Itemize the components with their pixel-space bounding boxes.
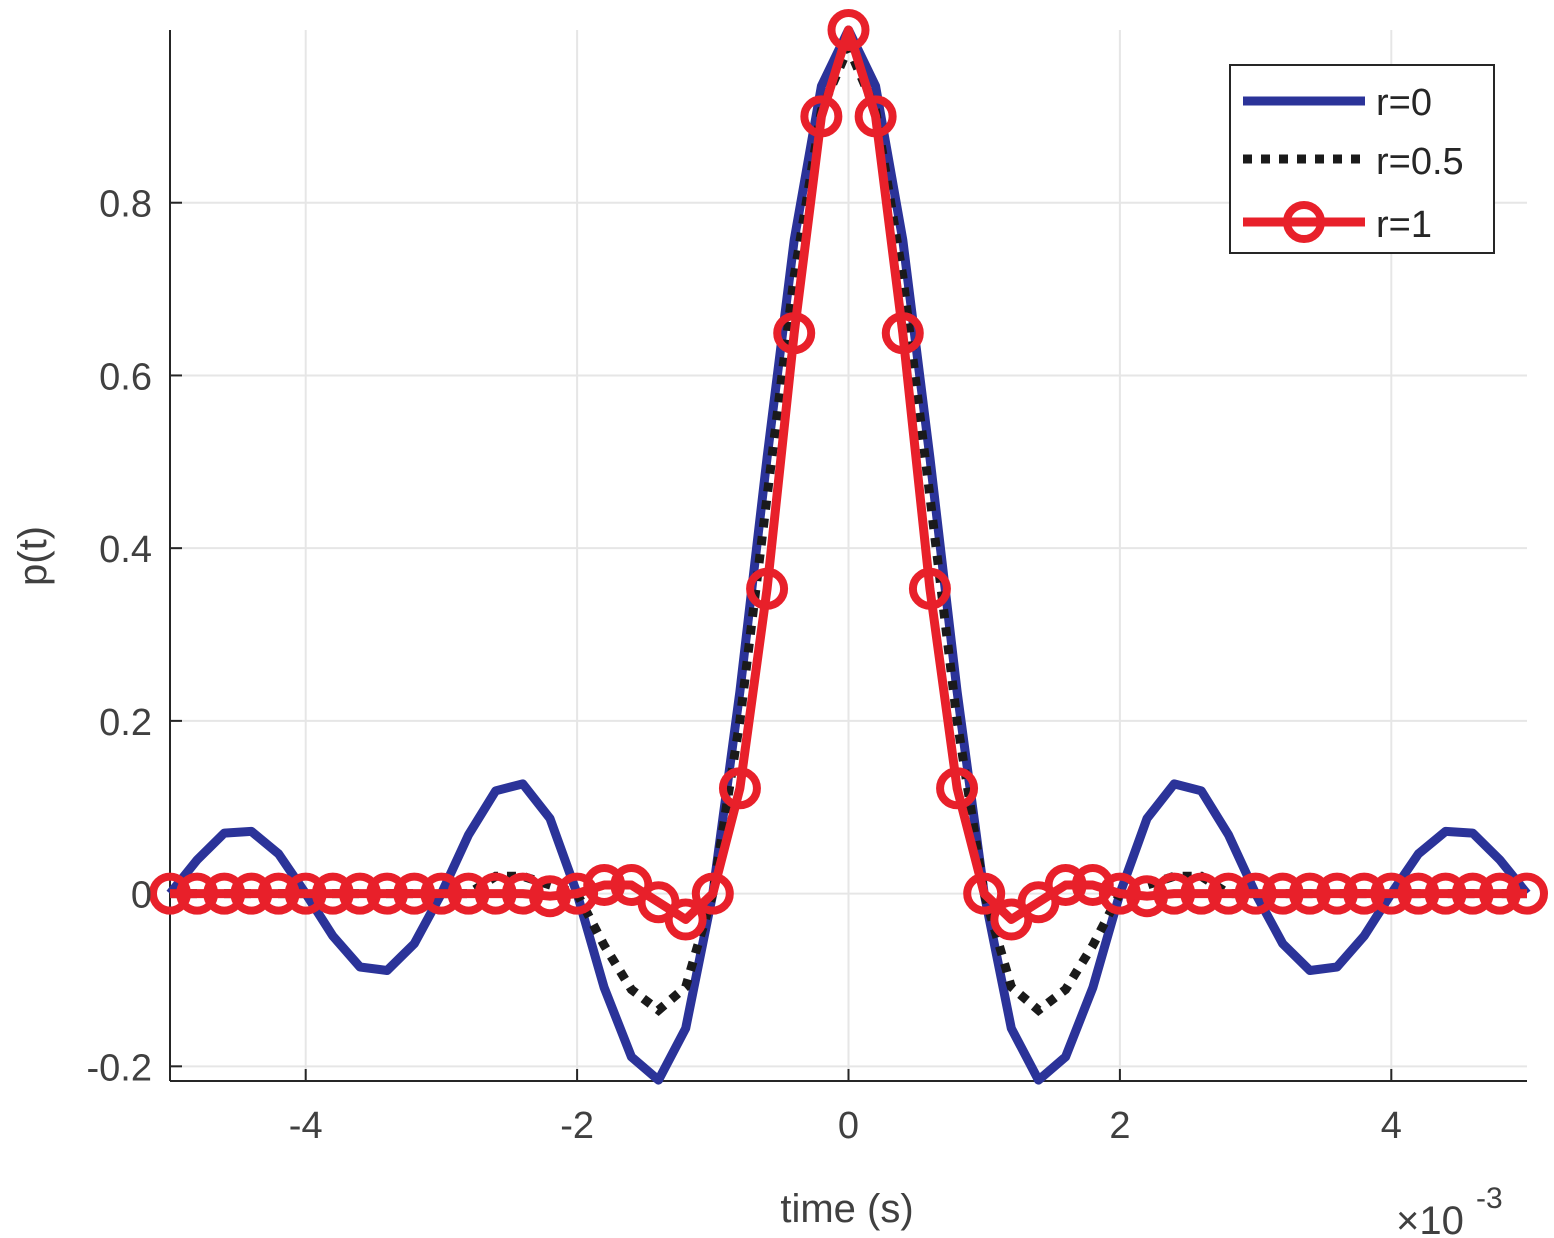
series-marker-r1 <box>149 872 191 915</box>
series-marker-r1 <box>1506 872 1548 915</box>
series-marker-r1 <box>1288 872 1331 915</box>
series-marker-r1 <box>1044 863 1087 906</box>
series-marker-r1 <box>1180 872 1223 915</box>
series-marker-r1 <box>366 872 409 915</box>
series-marker-r1 <box>1424 872 1467 915</box>
legend: r=0 r=0.5 r=1 <box>1229 64 1495 254</box>
x-tick-label: 2 <box>1109 1105 1130 1147</box>
series-layer <box>149 9 1548 1085</box>
y-tick-label: 0.2 <box>99 702 152 744</box>
y-tick-label: 0.6 <box>99 356 152 398</box>
x-axis-exponent: ×10 -3 <box>1396 1182 1503 1238</box>
legend-entry-r1: r=1 <box>1243 201 1432 246</box>
series-marker-r1 <box>963 872 1006 915</box>
x-tick-label: 4 <box>1381 1105 1402 1147</box>
series-marker-r1 <box>1207 872 1250 915</box>
series-marker-r1 <box>1126 875 1169 918</box>
series-marker-r1 <box>718 767 761 810</box>
series-marker-r1 <box>1153 872 1196 915</box>
series-marker-r1 <box>691 872 734 915</box>
y-tick-label: 0.8 <box>99 184 152 226</box>
series-marker-r1 <box>311 872 354 915</box>
x-axis-exponent-power: -3 <box>1476 1182 1503 1215</box>
x-tick-label: -4 <box>289 1105 323 1147</box>
y-tick-label: -0.2 <box>87 1047 152 1089</box>
series-marker-r1 <box>447 872 490 915</box>
series-marker-r1 <box>854 95 897 138</box>
series-marker-r1 <box>664 898 707 941</box>
x-axis-label: time (s) <box>780 1187 913 1231</box>
y-tick-label: 0.4 <box>99 529 152 571</box>
series-marker-r1 <box>420 872 463 915</box>
series-marker-r1 <box>936 767 979 810</box>
series-marker-r1 <box>1451 872 1494 915</box>
series-marker-r1 <box>908 567 951 610</box>
series-marker-r1 <box>773 312 816 355</box>
series-marker-r1 <box>827 9 870 51</box>
series-marker-r1 <box>1261 872 1304 915</box>
y-axis-label: p(t) <box>11 526 55 586</box>
series-marker-r1 <box>284 872 327 915</box>
series-marker-r1 <box>230 872 273 915</box>
series-marker-r1 <box>338 872 381 915</box>
series-marker-r1 <box>1098 872 1141 915</box>
legend-label-r1: r=1 <box>1376 204 1432 246</box>
x-axis-exponent-base: ×10 <box>1396 1199 1464 1238</box>
legend-entry-r0: r=0 <box>1243 82 1432 124</box>
series-marker-r1 <box>746 567 789 610</box>
x-tick-label: 0 <box>838 1105 859 1147</box>
legend-label-r05: r=0.5 <box>1376 141 1464 183</box>
y-tick-label: 0 <box>131 875 152 917</box>
series-marker-r1 <box>501 872 544 915</box>
tick-labels: -4 -2 0 2 4 -0.2 0 0.2 0.4 0.6 0.8 <box>87 184 1402 1147</box>
series-marker-r1 <box>583 863 626 906</box>
legend-entry-r05: r=0.5 <box>1243 141 1464 183</box>
series-marker-r1 <box>1370 872 1413 915</box>
series-marker-r1 <box>393 872 436 915</box>
series-marker-r1 <box>474 872 517 915</box>
series-marker-r1 <box>257 872 300 915</box>
series-marker-r1 <box>1478 872 1521 915</box>
series-marker-r1 <box>1343 872 1386 915</box>
series-marker-r1 <box>1397 872 1440 915</box>
series-marker-r1 <box>800 95 843 138</box>
legend-marker-r1 <box>1283 201 1325 243</box>
series-marker-r1 <box>1316 872 1359 915</box>
x-tick-label: -2 <box>560 1105 594 1147</box>
series-marker-r1 <box>176 872 219 915</box>
series-marker-r1 <box>1234 872 1277 915</box>
series-marker-r1 <box>528 875 571 918</box>
series-marker-r1 <box>881 312 924 355</box>
legend-label-r0: r=0 <box>1376 82 1432 124</box>
series-marker-r1 <box>203 872 246 915</box>
